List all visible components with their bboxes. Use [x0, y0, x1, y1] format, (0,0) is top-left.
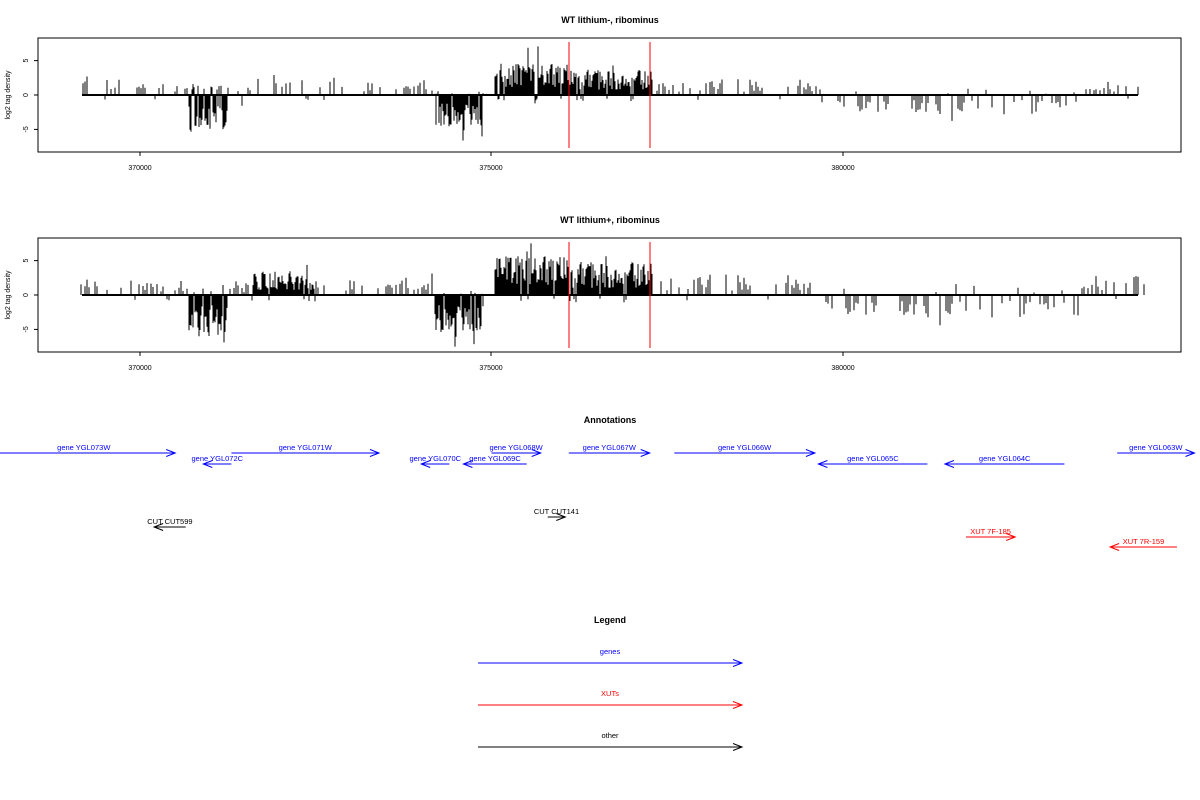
legend-title: Legend	[594, 615, 626, 625]
annotation-gene: gene YGL065C	[817, 454, 928, 468]
arrowhead-icon	[1185, 449, 1196, 457]
y-tick-label: -5	[23, 126, 30, 132]
y-axis-label: log2 tag density	[5, 270, 12, 320]
arrowhead-icon	[640, 449, 652, 457]
arrowhead-icon	[201, 460, 213, 468]
annotation-label: gene YGL067W	[583, 443, 637, 452]
x-tick-label: 380000	[831, 165, 854, 172]
arrowhead-icon	[943, 460, 955, 468]
legend-entry: XUTs	[478, 689, 744, 709]
annotation-xut: XUT 7R-159	[1108, 537, 1177, 551]
x-tick-label: 370000	[128, 365, 151, 372]
annotation-label: gene YGL069C	[469, 454, 521, 463]
density-bars	[82, 46, 1139, 141]
annotations-title: Annotations	[584, 415, 637, 425]
arrowhead-icon	[556, 513, 567, 521]
arrowhead-icon	[419, 460, 431, 468]
annotation-other: CUT CUT599	[147, 517, 193, 531]
annotation-gene: gene YGL073W	[0, 443, 177, 457]
annotation-label: gene YGL073W	[57, 443, 111, 452]
annotation-gene: gene YGL064C	[943, 454, 1065, 468]
annotation-other: CUT CUT141	[534, 507, 579, 521]
arrowhead-icon	[462, 460, 473, 468]
arrowhead-icon	[732, 743, 744, 751]
annotation-label: gene YGL070C	[410, 454, 462, 463]
arrowhead-icon	[166, 449, 177, 457]
x-tick-label: 375000	[479, 165, 502, 172]
annotation-label: gene YGL064C	[979, 454, 1031, 463]
arrowhead-icon	[152, 523, 164, 531]
panel-title: WT lithium-, ribominus	[561, 15, 659, 25]
annotation-label: gene YGL063W	[1129, 443, 1183, 452]
annotation-features: gene YGL073W gene YGL072C gene YGL071W gene…	[0, 443, 1196, 551]
arrowhead-icon	[732, 701, 744, 709]
legend-entry: genes	[478, 647, 744, 667]
annotation-gene: gene YGL066W	[674, 443, 817, 457]
arrowhead-icon	[732, 659, 744, 667]
annotation-label: gene YGL068W	[489, 443, 543, 452]
y-tick-label: -5	[23, 326, 30, 332]
legend-label: XUTs	[601, 689, 619, 698]
annotation-label: XUT 7F-185	[970, 527, 1011, 536]
annotation-gene: gene YGL071W	[231, 443, 381, 457]
arrowhead-icon	[805, 449, 817, 457]
legend-entries: genes XUTs other	[478, 647, 744, 751]
panel-lithium-plus: WT lithium+, ribominus log2 tag density …	[5, 215, 1182, 372]
y-axis: -5 0 5	[23, 59, 38, 133]
x-tick-label: 380000	[831, 365, 854, 372]
x-tick-label: 370000	[128, 165, 151, 172]
legend-label: genes	[600, 647, 621, 656]
annotation-label: CUT CUT141	[534, 507, 579, 516]
y-axis-label: log2 tag density	[5, 70, 12, 120]
x-axis: 370000 375000 380000	[128, 352, 855, 372]
annotation-gene: gene YGL067W	[568, 443, 652, 457]
annotation-gene: gene YGL063W	[1117, 443, 1196, 457]
y-tick-label: 0	[23, 293, 30, 297]
arrowhead-icon	[531, 449, 543, 457]
arrowhead-icon	[817, 460, 828, 468]
annotation-label: gene YGL072C	[192, 454, 244, 463]
annotation-label: gene YGL071W	[279, 443, 333, 452]
x-axis: 370000 375000 380000	[128, 152, 855, 172]
y-tick-label: 0	[23, 93, 30, 97]
y-tick-label: 5	[23, 259, 30, 263]
arrowhead-icon	[1006, 533, 1017, 541]
panel-title: WT lithium+, ribominus	[560, 215, 660, 225]
legend-entry: other	[478, 731, 744, 751]
legend-label: other	[601, 731, 619, 740]
annotation-gene: gene YGL068W	[489, 443, 544, 457]
y-tick-label: 5	[23, 59, 30, 63]
annotation-label: gene YGL065C	[847, 454, 899, 463]
density-bars	[80, 243, 1145, 347]
annotation-xut: XUT 7F-185	[966, 527, 1017, 541]
annotation-gene: gene YGL072C	[192, 454, 244, 468]
arrowhead-icon	[1108, 543, 1120, 551]
y-axis: -5 0 5	[23, 259, 38, 333]
annotation-gene: gene YGL070C	[410, 454, 462, 468]
x-tick-label: 375000	[479, 365, 502, 372]
arrowhead-icon	[369, 449, 381, 457]
panel-lithium-minus: WT lithium-, ribominus log2 tag density …	[5, 15, 1182, 172]
annotation-gene: gene YGL069C	[462, 454, 527, 468]
annotation-label: gene YGL066W	[718, 443, 772, 452]
legend: Legend genes XUTs other	[478, 615, 744, 751]
annotation-label: XUT 7R-159	[1123, 537, 1165, 546]
annotation-label: CUT CUT599	[147, 517, 192, 526]
